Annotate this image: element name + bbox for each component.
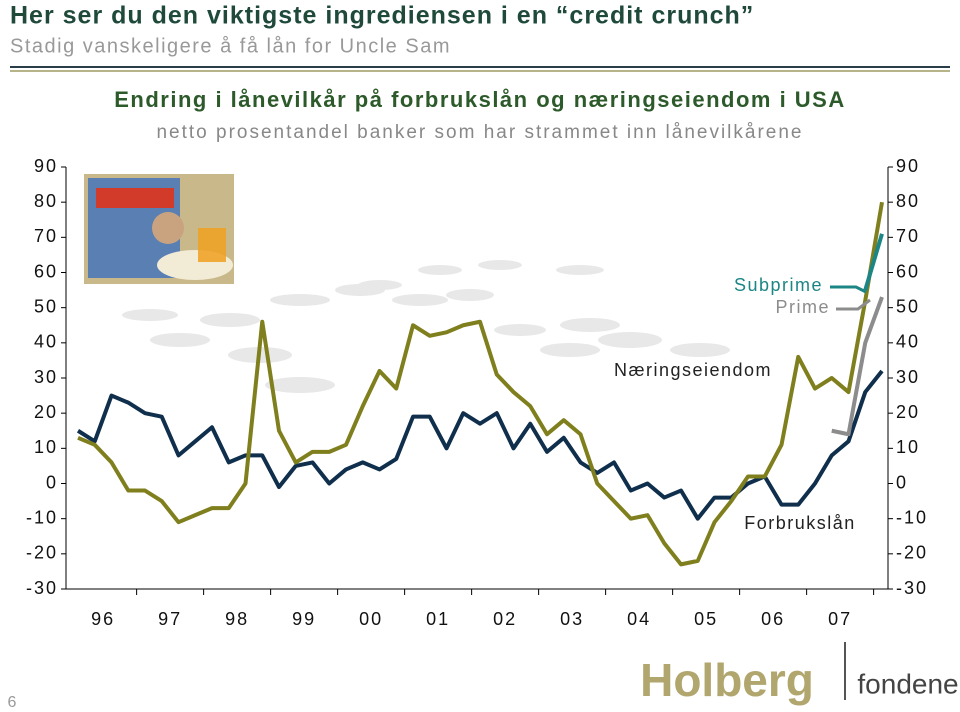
y-tick-label-right: 60	[896, 261, 920, 281]
y-tick-label: 10	[34, 437, 58, 457]
series-label: Næringseiendom	[614, 360, 772, 380]
y-tick-label-right: -30	[896, 578, 928, 598]
logo-sub: fondene	[857, 668, 958, 699]
series-line	[863, 233, 884, 291]
series-line	[831, 296, 884, 437]
cereal-box-image	[84, 174, 234, 284]
y-tick-label-right: -20	[896, 543, 928, 563]
y-tick-label: 40	[34, 332, 58, 352]
y-tick-label-right: -10	[896, 507, 928, 527]
y-tick-label: 60	[34, 261, 58, 281]
y-tick-label-right: 40	[896, 332, 920, 352]
series-line	[76, 369, 884, 521]
y-tick-label-right: 10	[896, 437, 920, 457]
background-clouds	[122, 260, 730, 393]
y-tick-label: 0	[46, 472, 58, 492]
y-tick-label: 30	[34, 367, 58, 387]
series-label: Prime	[775, 297, 830, 317]
x-tick-label: 04	[627, 609, 651, 629]
y-tick-label: -10	[26, 507, 58, 527]
series-label: Forbrukslån	[744, 513, 856, 533]
y-tick-label: 70	[34, 226, 58, 246]
y-tick-label: 90	[34, 156, 58, 176]
x-tick-label: 01	[426, 609, 450, 629]
y-tick-label: -20	[26, 543, 58, 563]
y-tick-label-right: 90	[896, 156, 920, 176]
x-tick-label: 97	[158, 609, 182, 629]
y-tick-label: 50	[34, 296, 58, 316]
series-label: Subprime	[734, 275, 823, 295]
x-tick-label: 96	[91, 609, 115, 629]
y-tick-label: 20	[34, 402, 58, 422]
x-tick-label: 99	[292, 609, 316, 629]
x-tick-label: 03	[560, 609, 584, 629]
legend-key	[836, 298, 871, 311]
y-tick-label-right: 50	[896, 296, 920, 316]
y-tick-label-right: 20	[896, 402, 920, 422]
chart-title: Endring i lånevilkår på forbrukslån og n…	[114, 87, 846, 112]
x-tick-label: 00	[359, 609, 383, 629]
logo-main: Holberg	[640, 654, 814, 706]
slide-title: Her ser du den viktigste ingrediensen i …	[10, 2, 754, 30]
y-tick-label-right: 30	[896, 367, 920, 387]
series-line	[77, 201, 884, 567]
x-tick-label: 98	[225, 609, 249, 629]
x-tick-label: 05	[694, 609, 718, 629]
y-tick-label-right: 0	[896, 472, 908, 492]
chart-subtitle: netto prosentandel banker som har stramm…	[156, 122, 803, 143]
legend-key	[830, 285, 867, 294]
x-tick-label: 06	[761, 609, 785, 629]
page-number: 6	[8, 694, 17, 711]
y-tick-label: 80	[34, 191, 58, 211]
slide-subtitle: Stadig vanskeligere å få lån for Uncle S…	[10, 35, 451, 57]
y-tick-label: -30	[26, 578, 58, 598]
y-tick-label-right: 80	[896, 191, 920, 211]
y-tick-label-right: 70	[896, 226, 920, 246]
x-tick-label: 07	[828, 609, 852, 629]
x-tick-label: 02	[493, 609, 517, 629]
